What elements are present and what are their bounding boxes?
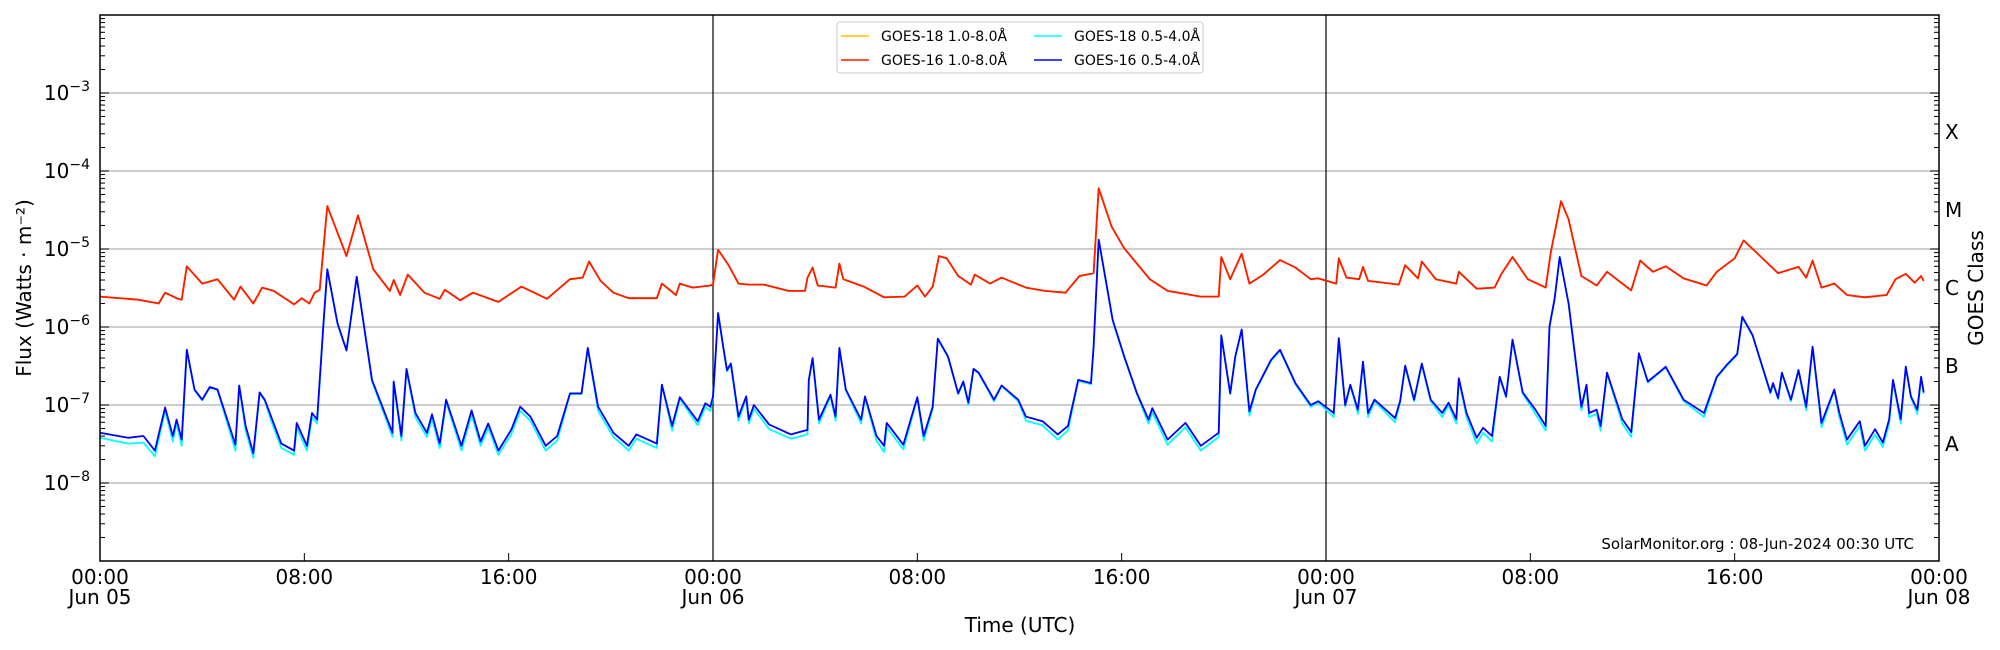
x-tick-date-label: Jun 05 — [66, 585, 131, 609]
goes-class-label: B — [1945, 354, 1959, 378]
x-tick-label: 00:00 — [1297, 565, 1355, 589]
goes-class-label: X — [1945, 120, 1959, 144]
x-tick-date-label: Jun 07 — [1292, 585, 1357, 609]
x-tick-label: 00:00 — [71, 565, 129, 589]
series-lines — [99, 187, 1925, 459]
y-tick-label: 10−8 — [44, 469, 90, 495]
goes-class-label: M — [1945, 198, 1962, 222]
legend-label-goes16-short: GOES-16 0.5-4.0Å — [1074, 52, 1200, 69]
series-line-goes-16-0-5-4-0 — [99, 238, 1925, 455]
plot-frame — [99, 14, 1940, 562]
legend-label-goes16-long: GOES-16 1.0-8.0Å — [881, 52, 1007, 69]
x-tick-label: 16:00 — [1706, 565, 1764, 589]
y-tick-label: 10−3 — [44, 79, 90, 105]
day-divider-lines — [712, 15, 1327, 561]
legend: GOES-18 1.0-8.0Å GOES-18 0.5-4.0Å GOES-1… — [836, 21, 1204, 74]
goes-class-labels: X M C B A — [1945, 120, 1962, 456]
series-line-goes-16-1-0-8-0 — [99, 187, 1925, 306]
x-tick-label: 16:00 — [480, 565, 538, 589]
x-tick-label: 00:00 — [1910, 565, 1968, 589]
x-tick-label: 08:00 — [1502, 565, 1560, 589]
y-tick-label: 10−4 — [44, 157, 90, 183]
x-axis-label: Time (UTC) — [964, 613, 1076, 637]
x-tick-label: 08:00 — [889, 565, 947, 589]
y-tick-label: 10−5 — [44, 235, 90, 261]
watermark: SolarMonitor.org : 08-Jun-2024 00:30 UTC — [1601, 535, 1914, 553]
axis-ticks — [99, 18, 1940, 562]
y-tick-label: 10−7 — [44, 391, 90, 417]
series-line-goes-18-0-5-4-0 — [99, 239, 1925, 459]
series-line-goes-18-1-0-8-0 — [99, 187, 1925, 306]
x-tick-label: 08:00 — [276, 565, 334, 589]
legend-box — [836, 21, 1204, 74]
y-tick-label: 10−6 — [44, 313, 90, 339]
goes-class-label: A — [1945, 432, 1959, 456]
right-axis-label: GOES Class — [1964, 230, 1988, 346]
legend-label-goes18-long: GOES-18 1.0-8.0Å — [881, 28, 1007, 45]
grid-lines — [100, 92, 1939, 484]
x-tick-label: 16:00 — [1093, 565, 1151, 589]
x-tick-date-label: Jun 08 — [1905, 585, 1970, 609]
x-tick-label: 00:00 — [684, 565, 742, 589]
y-tick-labels: 10−3 10−4 10−5 10−6 10−7 10−8 — [44, 79, 90, 495]
legend-label-goes18-short: GOES-18 0.5-4.0Å — [1074, 28, 1200, 45]
x-tick-date-label: Jun 06 — [679, 585, 744, 609]
y-axis-label: Flux (Watts · m⁻²) — [12, 199, 36, 377]
goes-class-label: C — [1945, 276, 1959, 300]
